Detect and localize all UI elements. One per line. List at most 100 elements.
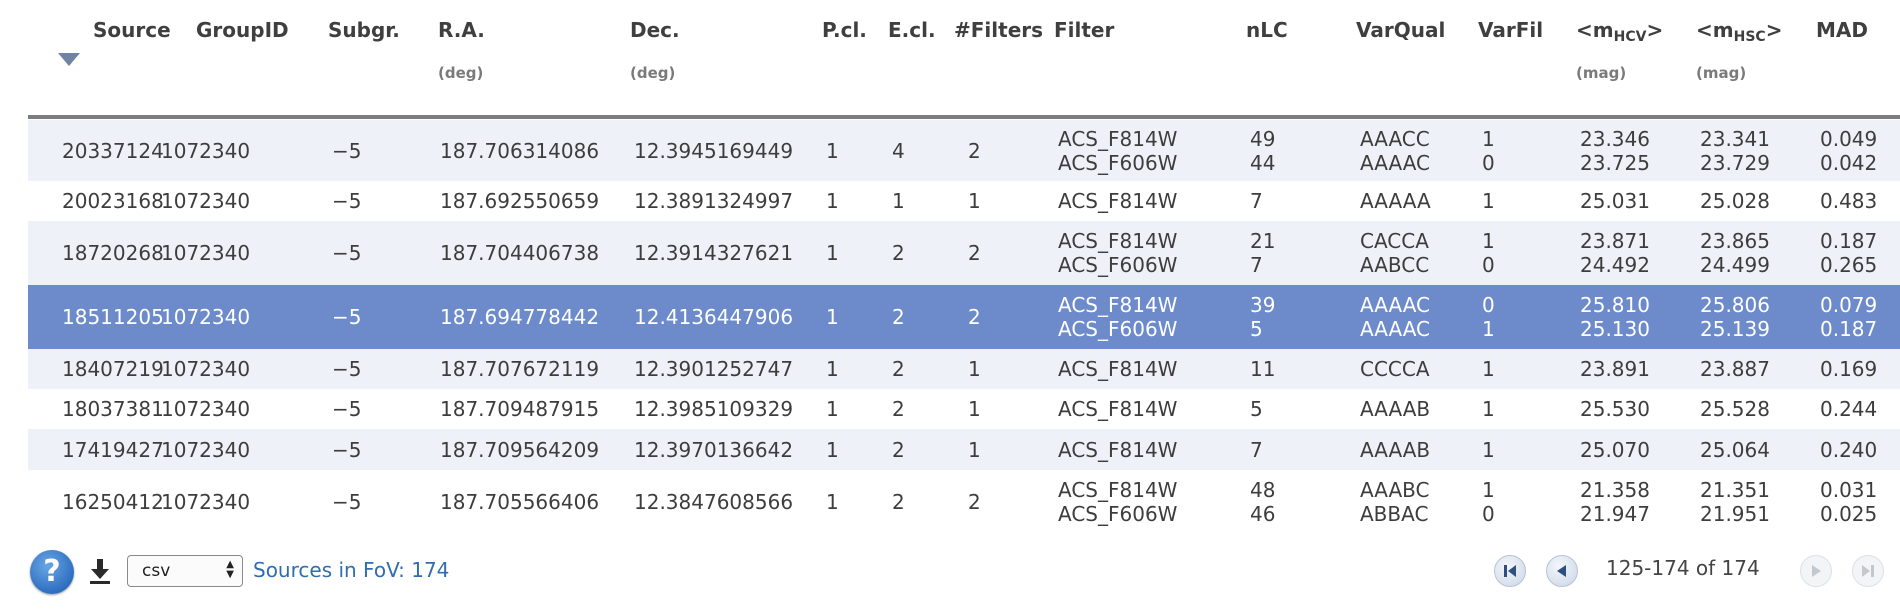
last-page-button[interactable] (1852, 555, 1884, 587)
col-header-varfil[interactable]: VarFil (1478, 18, 1544, 42)
cell-varfil: 1 (1482, 397, 1522, 421)
col-header-mhsc-label: <m (1696, 18, 1734, 42)
cell-varfil: 1 (1482, 357, 1522, 381)
col-header-varqual[interactable]: VarQual (1356, 18, 1446, 42)
cell-nlc-line: 48 (1250, 478, 1276, 502)
cell-mhcv: 23.871 24.492 (1580, 229, 1670, 277)
cell-mhsc: 25.806 25.139 (1700, 293, 1790, 341)
col-header-groupid[interactable]: GroupID (196, 18, 289, 42)
col-header-ra[interactable]: R.A. (438, 18, 485, 42)
cell-varfil-line: 1 (1482, 438, 1495, 462)
first-page-button[interactable] (1494, 555, 1526, 587)
col-header-mhsc[interactable]: <mHSC> (1696, 18, 1782, 45)
cell-subgr: −5 (332, 490, 362, 514)
cell-filter-line: ACS_F814W (1058, 189, 1178, 213)
cell-filter-line: ACS_F814W (1058, 397, 1178, 421)
table-row[interactable]: 16250412 1072340 −5 187.705566406 12.3847608… (28, 470, 1900, 534)
cell-varqual-line: CCCCA (1360, 357, 1430, 381)
cell-varqual-line: AAACC (1360, 127, 1430, 151)
col-header-dec[interactable]: Dec. (630, 18, 680, 42)
cell-nfilters: 2 (968, 139, 981, 163)
format-select[interactable]: csv ▲ ▼ (127, 555, 243, 587)
cell-ecl: 2 (892, 357, 905, 381)
cell-ra: 187.706314086 (440, 139, 600, 163)
col-header-filter[interactable]: Filter (1054, 18, 1115, 42)
table-row[interactable]: 18037381 1072340 −5 187.709487915 12.3985109… (28, 389, 1900, 429)
cell-varfil: 1 (1482, 438, 1522, 462)
cell-mhcv: 21.358 21.947 (1580, 478, 1670, 526)
col-header-mad[interactable]: MAD (1816, 18, 1868, 42)
cell-ra: 187.694778442 (440, 305, 600, 329)
next-page-icon (1812, 565, 1821, 577)
cell-ra: 187.705566406 (440, 490, 600, 514)
cell-nlc-line: 49 (1250, 127, 1276, 151)
col-unit-ra: (deg) (438, 64, 484, 82)
cell-mad-line: 0.031 (1820, 478, 1878, 502)
table-row[interactable]: 20023168 1072340 −5 187.692550659 12.3891324… (28, 181, 1900, 221)
help-button[interactable]: ? (30, 550, 74, 594)
download-icon[interactable] (88, 557, 112, 585)
cell-pcl: 1 (826, 189, 839, 213)
cell-filter: ACS_F814W ACS_F606W (1058, 293, 1198, 341)
table-row[interactable]: 20337124 1072340 −5 187.706314086 12.3945169… (28, 120, 1900, 181)
cell-varqual: AAABC ABBAC (1360, 478, 1460, 526)
cell-mhsc-line: 21.351 (1700, 478, 1770, 502)
first-page-icon (1504, 565, 1516, 577)
cell-varfil-line: 1 (1482, 357, 1495, 381)
col-header-subgr[interactable]: Subgr. (328, 18, 400, 42)
cell-varqual: AAAAA (1360, 189, 1460, 213)
col-header-mhcv[interactable]: <mHCV> (1576, 18, 1663, 45)
cell-nlc: 11 (1250, 357, 1310, 381)
col-header-nlc[interactable]: nLC (1246, 18, 1288, 42)
cell-pcl: 1 (826, 397, 839, 421)
cell-ecl: 2 (892, 490, 905, 514)
cell-mad: 0.244 (1820, 397, 1900, 421)
cell-filter-line: ACS_F814W (1058, 357, 1178, 381)
cell-subgr: −5 (332, 241, 362, 265)
cell-nfilters: 2 (968, 490, 981, 514)
cell-filter-line: ACS_F814W (1058, 127, 1178, 151)
cell-varfil-line: 0 (1482, 253, 1495, 277)
cell-mhsc-line: 25.806 (1700, 293, 1770, 317)
cell-nfilters: 2 (968, 305, 981, 329)
cell-mad-line: 0.049 (1820, 127, 1878, 151)
next-page-button[interactable] (1800, 555, 1832, 587)
table-row[interactable]: 17419427 1072340 −5 187.709564209 12.3970136… (28, 429, 1900, 470)
table-row-selected[interactable]: 18511205 1072340 −5 187.694778442 12.4136447… (28, 285, 1900, 349)
cell-filter-line: ACS_F606W (1058, 502, 1178, 526)
cell-nfilters: 1 (968, 357, 981, 381)
cell-mad-line: 0.042 (1820, 151, 1878, 175)
cell-varqual-line: AAAAC (1360, 151, 1431, 175)
col-header-ecl[interactable]: E.cl. (888, 18, 936, 42)
cell-source: 16250412 (62, 490, 164, 514)
cell-varqual-line: AAAAA (1360, 189, 1431, 213)
cell-mhcv-line: 25.810 (1580, 293, 1650, 317)
cell-mhcv-line: 21.947 (1580, 502, 1650, 526)
col-header-source[interactable]: Source (93, 18, 171, 42)
table-row[interactable]: 18720268 1072340 −5 187.704406738 12.3914327… (28, 221, 1900, 285)
cell-mhsc-line: 25.028 (1700, 189, 1770, 213)
header-divider (28, 115, 1900, 119)
cell-mhcv-line: 25.031 (1580, 189, 1650, 213)
cell-dec: 12.3970136642 (634, 438, 794, 462)
table-header: Source GroupID Subgr. R.A. (deg) Dec. (d… (0, 0, 1900, 117)
col-header-nfilters[interactable]: #Filters (954, 18, 1044, 42)
cell-subgr: −5 (332, 139, 362, 163)
previous-page-button[interactable] (1546, 555, 1578, 587)
col-header-pcl[interactable]: P.cl. (822, 18, 867, 42)
cell-mad-line: 0.079 (1820, 293, 1878, 317)
cell-mhsc-line: 25.064 (1700, 438, 1770, 462)
cell-ra: 187.704406738 (440, 241, 600, 265)
sources-in-fov-link[interactable]: Sources in FoV: 174 (253, 558, 450, 582)
cell-mad: 0.079 0.187 (1820, 293, 1900, 341)
cell-mhsc: 23.865 24.499 (1700, 229, 1790, 277)
cell-mad: 0.187 0.265 (1820, 229, 1900, 277)
table-row[interactable]: 18407219 1072340 −5 187.707672119 12.3901252… (28, 349, 1900, 389)
sort-descending-icon[interactable] (58, 53, 80, 66)
cell-filter: ACS_F814W (1058, 397, 1198, 421)
cell-ecl: 2 (892, 397, 905, 421)
format-select-value: csv (142, 561, 171, 581)
cell-mhcv-line: 21.358 (1580, 478, 1650, 502)
